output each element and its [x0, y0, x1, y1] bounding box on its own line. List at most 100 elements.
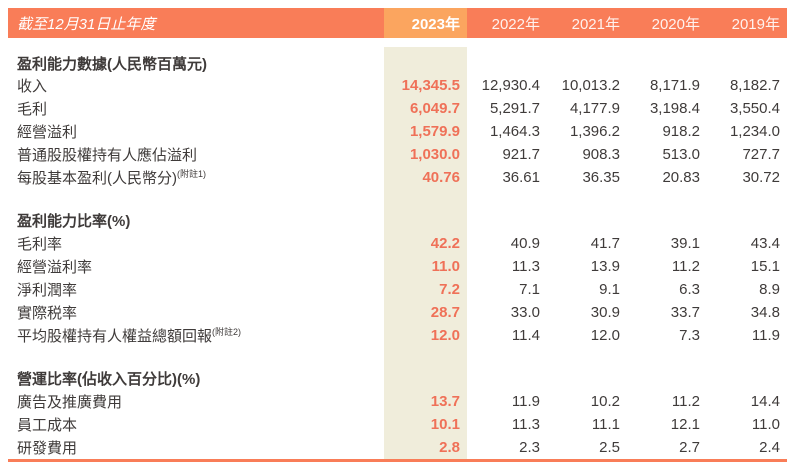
highlight-value-cell: 11.0 — [384, 255, 467, 278]
value-cell: 10,013.2 — [561, 77, 620, 94]
row-label: 經營溢利 — [17, 124, 78, 141]
row-label: 毛利率 — [17, 236, 63, 253]
bottom-rule — [8, 459, 787, 462]
empty-value-cell — [707, 347, 787, 367]
highlight-column-cell — [384, 347, 467, 367]
spacer-cell — [707, 38, 787, 47]
value-cell: 40.9 — [510, 235, 540, 252]
column-header-2022: 2022年 — [467, 8, 547, 38]
empty-value-cell — [547, 47, 627, 74]
highlight-column-cell — [384, 209, 467, 232]
value-cell: 5,291.7 — [489, 100, 540, 117]
highlight-column-cell — [384, 367, 467, 390]
value-cell: 2.4 — [759, 439, 780, 456]
highlight-value-cell: 6,049.7 — [384, 97, 467, 120]
value-cell: 41.7 — [590, 235, 620, 252]
table-row: 實際税率 28.7 33.0 30.9 33.7 34.8 — [8, 301, 787, 324]
value-cell: 36.61 — [502, 169, 540, 186]
value-cell: 2.7 — [679, 439, 700, 456]
empty-value-cell — [467, 189, 547, 209]
value-cell: 11.2 — [671, 258, 700, 275]
section-title: 盈利能力數據(人民幣百萬元) — [17, 56, 207, 73]
row-label: 廣告及推廣費用 — [17, 394, 123, 411]
table-row: 毛利 6,049.7 5,291.7 4,177.9 3,198.4 3,550.4 — [8, 97, 787, 120]
value-cell: 1,234.0 — [729, 123, 780, 140]
value-cell: 14.4 — [750, 393, 780, 410]
value-cell: 7.1 — [519, 281, 540, 298]
value-cell: 11.9 — [751, 327, 780, 344]
row-label: 普通股股權持有人應佔溢利 — [17, 147, 198, 164]
empty-value-cell — [547, 347, 627, 367]
section-gap-row — [8, 347, 787, 367]
value-cell: 6.3 — [679, 281, 700, 298]
empty-value-cell — [627, 189, 707, 209]
highlight-value-cell: 1,579.9 — [384, 120, 467, 143]
value-cell: 1,464.3 — [489, 123, 540, 140]
table-row: 每股基本盈利(人民幣分)(附註1) 40.76 36.61 36.35 20.83 30.… — [8, 166, 787, 189]
spacer-cell — [627, 38, 707, 47]
value-cell: 20.83 — [662, 169, 700, 186]
value-cell: 918.2 — [662, 123, 700, 140]
value-cell: 10.2 — [590, 393, 620, 410]
row-label: 員工成本 — [17, 417, 78, 434]
spacer-cell — [384, 38, 467, 47]
empty-value-cell — [707, 209, 787, 232]
value-cell: 8.9 — [759, 281, 780, 298]
value-cell: 43.4 — [750, 235, 780, 252]
value-cell: 30.9 — [590, 304, 620, 321]
table-row: 普通股股權持有人應佔溢利 1,030.0 921.7 908.3 513.0 727.7 — [8, 143, 787, 166]
table-body: 盈利能力數據(人民幣百萬元) 收入 14,345.5 12,930.4 10,013.2… — [8, 38, 787, 459]
value-cell: 36.35 — [582, 169, 620, 186]
value-cell: 39.1 — [670, 235, 700, 252]
section-title: 營運比率(佔收入百分比)(%) — [17, 371, 201, 388]
header-row: 截至12月31日止年度 2023年 2022年 2021年 2020年 2019… — [8, 8, 787, 38]
header-spacer-row — [8, 38, 787, 47]
empty-value-cell — [467, 47, 547, 74]
highlight-value-cell: 13.7 — [384, 390, 467, 413]
footnote-ref: (附註1) — [177, 169, 206, 179]
value-cell: 8,171.9 — [649, 77, 700, 94]
highlight-value-cell: 12.0 — [384, 324, 467, 347]
value-cell: 13.9 — [590, 258, 620, 275]
empty-value-cell — [547, 209, 627, 232]
highlight-value-cell: 40.76 — [384, 166, 467, 189]
section-title-row: 盈利能力比率(%) — [8, 209, 787, 232]
value-cell: 513.0 — [662, 146, 700, 163]
table-row: 平均股權持有人權益總額回報(附註2) 12.0 11.4 12.0 7.3 11.9 — [8, 324, 787, 347]
value-cell: 15.1 — [750, 258, 780, 275]
value-cell: 4,177.9 — [569, 100, 620, 117]
value-cell: 11.9 — [511, 393, 540, 410]
row-label: 毛利 — [17, 101, 48, 118]
row-label: 研發費用 — [17, 440, 78, 457]
spacer-cell — [467, 38, 547, 47]
value-cell: 9.1 — [599, 281, 620, 298]
highlight-value-cell: 28.7 — [384, 301, 467, 324]
table-row: 淨利潤率 7.2 7.1 9.1 6.3 8.9 — [8, 278, 787, 301]
row-label: 平均股權持有人權益總額回報(附註2) — [17, 327, 242, 346]
value-cell: 2.5 — [599, 439, 620, 456]
value-cell: 33.0 — [510, 304, 540, 321]
highlight-column-cell — [384, 47, 467, 74]
value-cell: 11.1 — [591, 416, 620, 433]
table-row: 員工成本 10.1 11.3 11.1 12.1 11.0 — [8, 413, 787, 436]
table-row: 經營溢利率 11.0 11.3 13.9 11.2 15.1 — [8, 255, 787, 278]
column-header-2020: 2020年 — [627, 8, 707, 38]
table-row: 研發費用 2.8 2.3 2.5 2.7 2.4 — [8, 436, 787, 459]
spacer-cell — [547, 38, 627, 47]
highlight-value-cell: 7.2 — [384, 278, 467, 301]
row-label: 收入 — [17, 78, 48, 95]
value-cell: 11.3 — [511, 416, 540, 433]
empty-value-cell — [707, 189, 787, 209]
value-cell: 7.3 — [679, 327, 700, 344]
value-cell: 11.4 — [511, 327, 540, 344]
value-cell: 3,198.4 — [649, 100, 700, 117]
financial-highlights-table: 截至12月31日止年度 2023年 2022年 2021年 2020年 2019… — [8, 8, 787, 459]
section-title: 盈利能力比率(%) — [17, 213, 131, 230]
column-header-2021: 2021年 — [547, 8, 627, 38]
value-cell: 34.8 — [750, 304, 780, 321]
table-header: 截至12月31日止年度 2023年 2022年 2021年 2020年 2019… — [8, 8, 787, 38]
empty-value-cell — [467, 347, 547, 367]
empty-value-cell — [627, 347, 707, 367]
section-title-row: 營運比率(佔收入百分比)(%) — [8, 367, 787, 390]
